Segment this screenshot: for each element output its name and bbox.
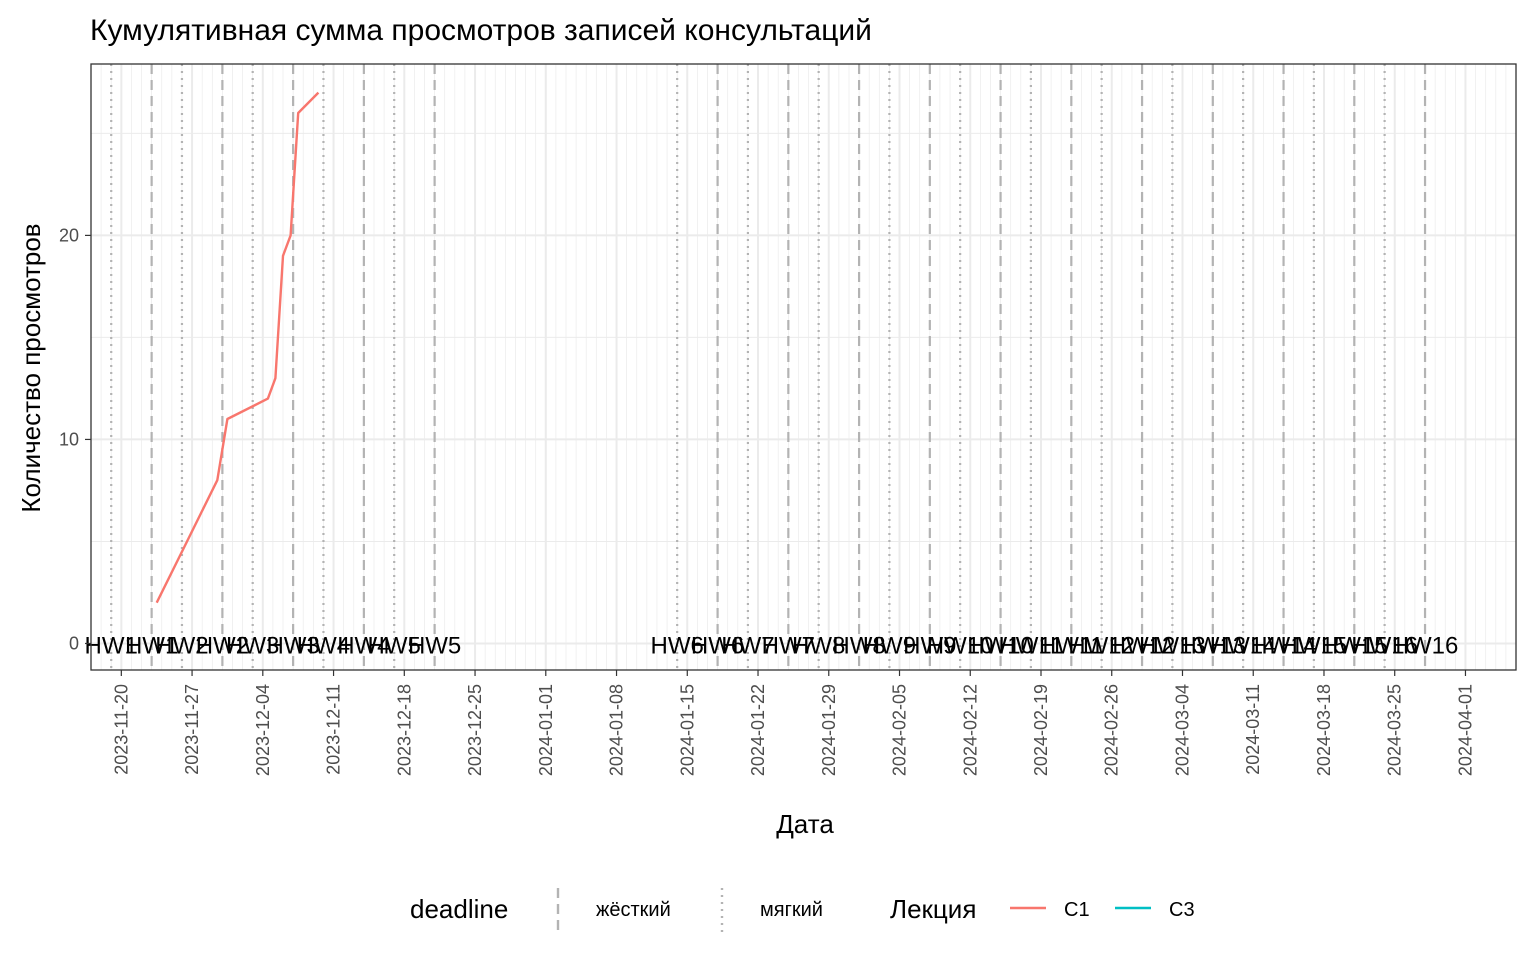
- legend-label-series-c3: С3: [1169, 899, 1195, 921]
- deadline-label: HW3: [266, 632, 319, 659]
- deadline-label: HW5: [408, 632, 461, 659]
- deadline-label: HW8: [792, 632, 845, 659]
- deadline-label: HW7: [762, 632, 815, 659]
- y-axis-title: Количество просмотров: [16, 223, 46, 512]
- deadline-label: HW5: [368, 632, 421, 659]
- deadline-label: HW4: [297, 632, 350, 659]
- deadline-label: HW16: [1392, 632, 1459, 659]
- deadline-label: HW8: [832, 632, 885, 659]
- y-tick-label: 0: [69, 633, 79, 653]
- x-tick-label: 2024-01-15: [677, 684, 697, 776]
- legend-label-hard-deadline: жёсткий: [596, 899, 671, 921]
- deadline-label: HW4: [337, 632, 390, 659]
- x-tick-label: 2024-04-01: [1455, 684, 1475, 776]
- x-tick-label: 2024-02-12: [960, 684, 980, 776]
- x-tick-label: 2024-01-29: [819, 684, 839, 776]
- legend: deadline жёсткий мягкий Лекция С1 С3: [410, 888, 1195, 932]
- deadline-label: HW12: [1068, 632, 1135, 659]
- x-tick-label: 2024-01-08: [607, 684, 627, 776]
- deadline-label: HW13: [1179, 632, 1246, 659]
- deadline-label: HW3: [226, 632, 279, 659]
- deadline-label: HW11: [1039, 632, 1104, 659]
- deadline-label: HW11: [998, 632, 1063, 659]
- deadline-label: HW10: [967, 632, 1034, 659]
- chart-title: Кумулятивная сумма просмотров записей ко…: [90, 14, 872, 47]
- x-tick-label: 2023-12-11: [324, 684, 344, 775]
- x-tick-label: 2023-12-18: [394, 684, 414, 776]
- deadline-label: HW14: [1210, 632, 1277, 659]
- legend-title-lecture: Лекция: [890, 894, 976, 924]
- deadline-label: HW2: [155, 632, 208, 659]
- x-tick-label: 2024-03-04: [1172, 684, 1192, 776]
- deadline-label: HW15: [1281, 632, 1348, 659]
- deadline-label: HW2: [196, 632, 249, 659]
- x-axis-title: Дата: [776, 809, 834, 839]
- deadline-label: HW9: [903, 632, 956, 659]
- x-tick-label: 2024-01-22: [748, 684, 768, 776]
- deadline-label: HW10: [927, 632, 994, 659]
- x-tick-label: 2024-02-26: [1102, 684, 1122, 776]
- deadline-label: HW16: [1351, 632, 1418, 659]
- legend-title-deadline: deadline: [410, 894, 508, 924]
- deadline-label: HW9: [863, 632, 916, 659]
- deadline-label: HW6: [650, 632, 703, 659]
- legend-label-soft-deadline: мягкий: [760, 899, 823, 921]
- series-line-c1: [155, 91, 320, 604]
- x-tick-label: 2024-02-05: [890, 684, 910, 776]
- x-tick-label: 2024-02-19: [1031, 684, 1051, 776]
- deadline-label: HW6: [691, 632, 744, 659]
- legend-label-series-c1: С1: [1064, 899, 1090, 921]
- deadline-label: HW15: [1321, 632, 1388, 659]
- x-tick-label: 2024-01-01: [536, 684, 556, 776]
- deadline-label: HW1: [125, 632, 178, 659]
- panel-border: [90, 63, 1517, 671]
- y-tick-label: 20: [59, 225, 79, 245]
- deadline-label: HW12: [1109, 632, 1176, 659]
- deadline-label: HW13: [1139, 632, 1206, 659]
- x-tick-label: 2024-03-25: [1385, 684, 1405, 776]
- x-tick-label: 2024-03-11: [1243, 684, 1263, 775]
- deadline-label: HW1: [85, 632, 138, 659]
- x-tick-label: 2023-11-27: [182, 684, 202, 775]
- x-tick-label: 2023-12-25: [465, 684, 485, 776]
- deadline-label: HW7: [721, 632, 774, 659]
- deadline-label: HW14: [1250, 632, 1317, 659]
- x-tick-label: 2023-12-04: [253, 684, 273, 776]
- x-tick-label: 2024-03-18: [1314, 684, 1334, 776]
- y-tick-label: 10: [59, 429, 79, 449]
- x-tick-label: 2023-11-20: [111, 684, 131, 775]
